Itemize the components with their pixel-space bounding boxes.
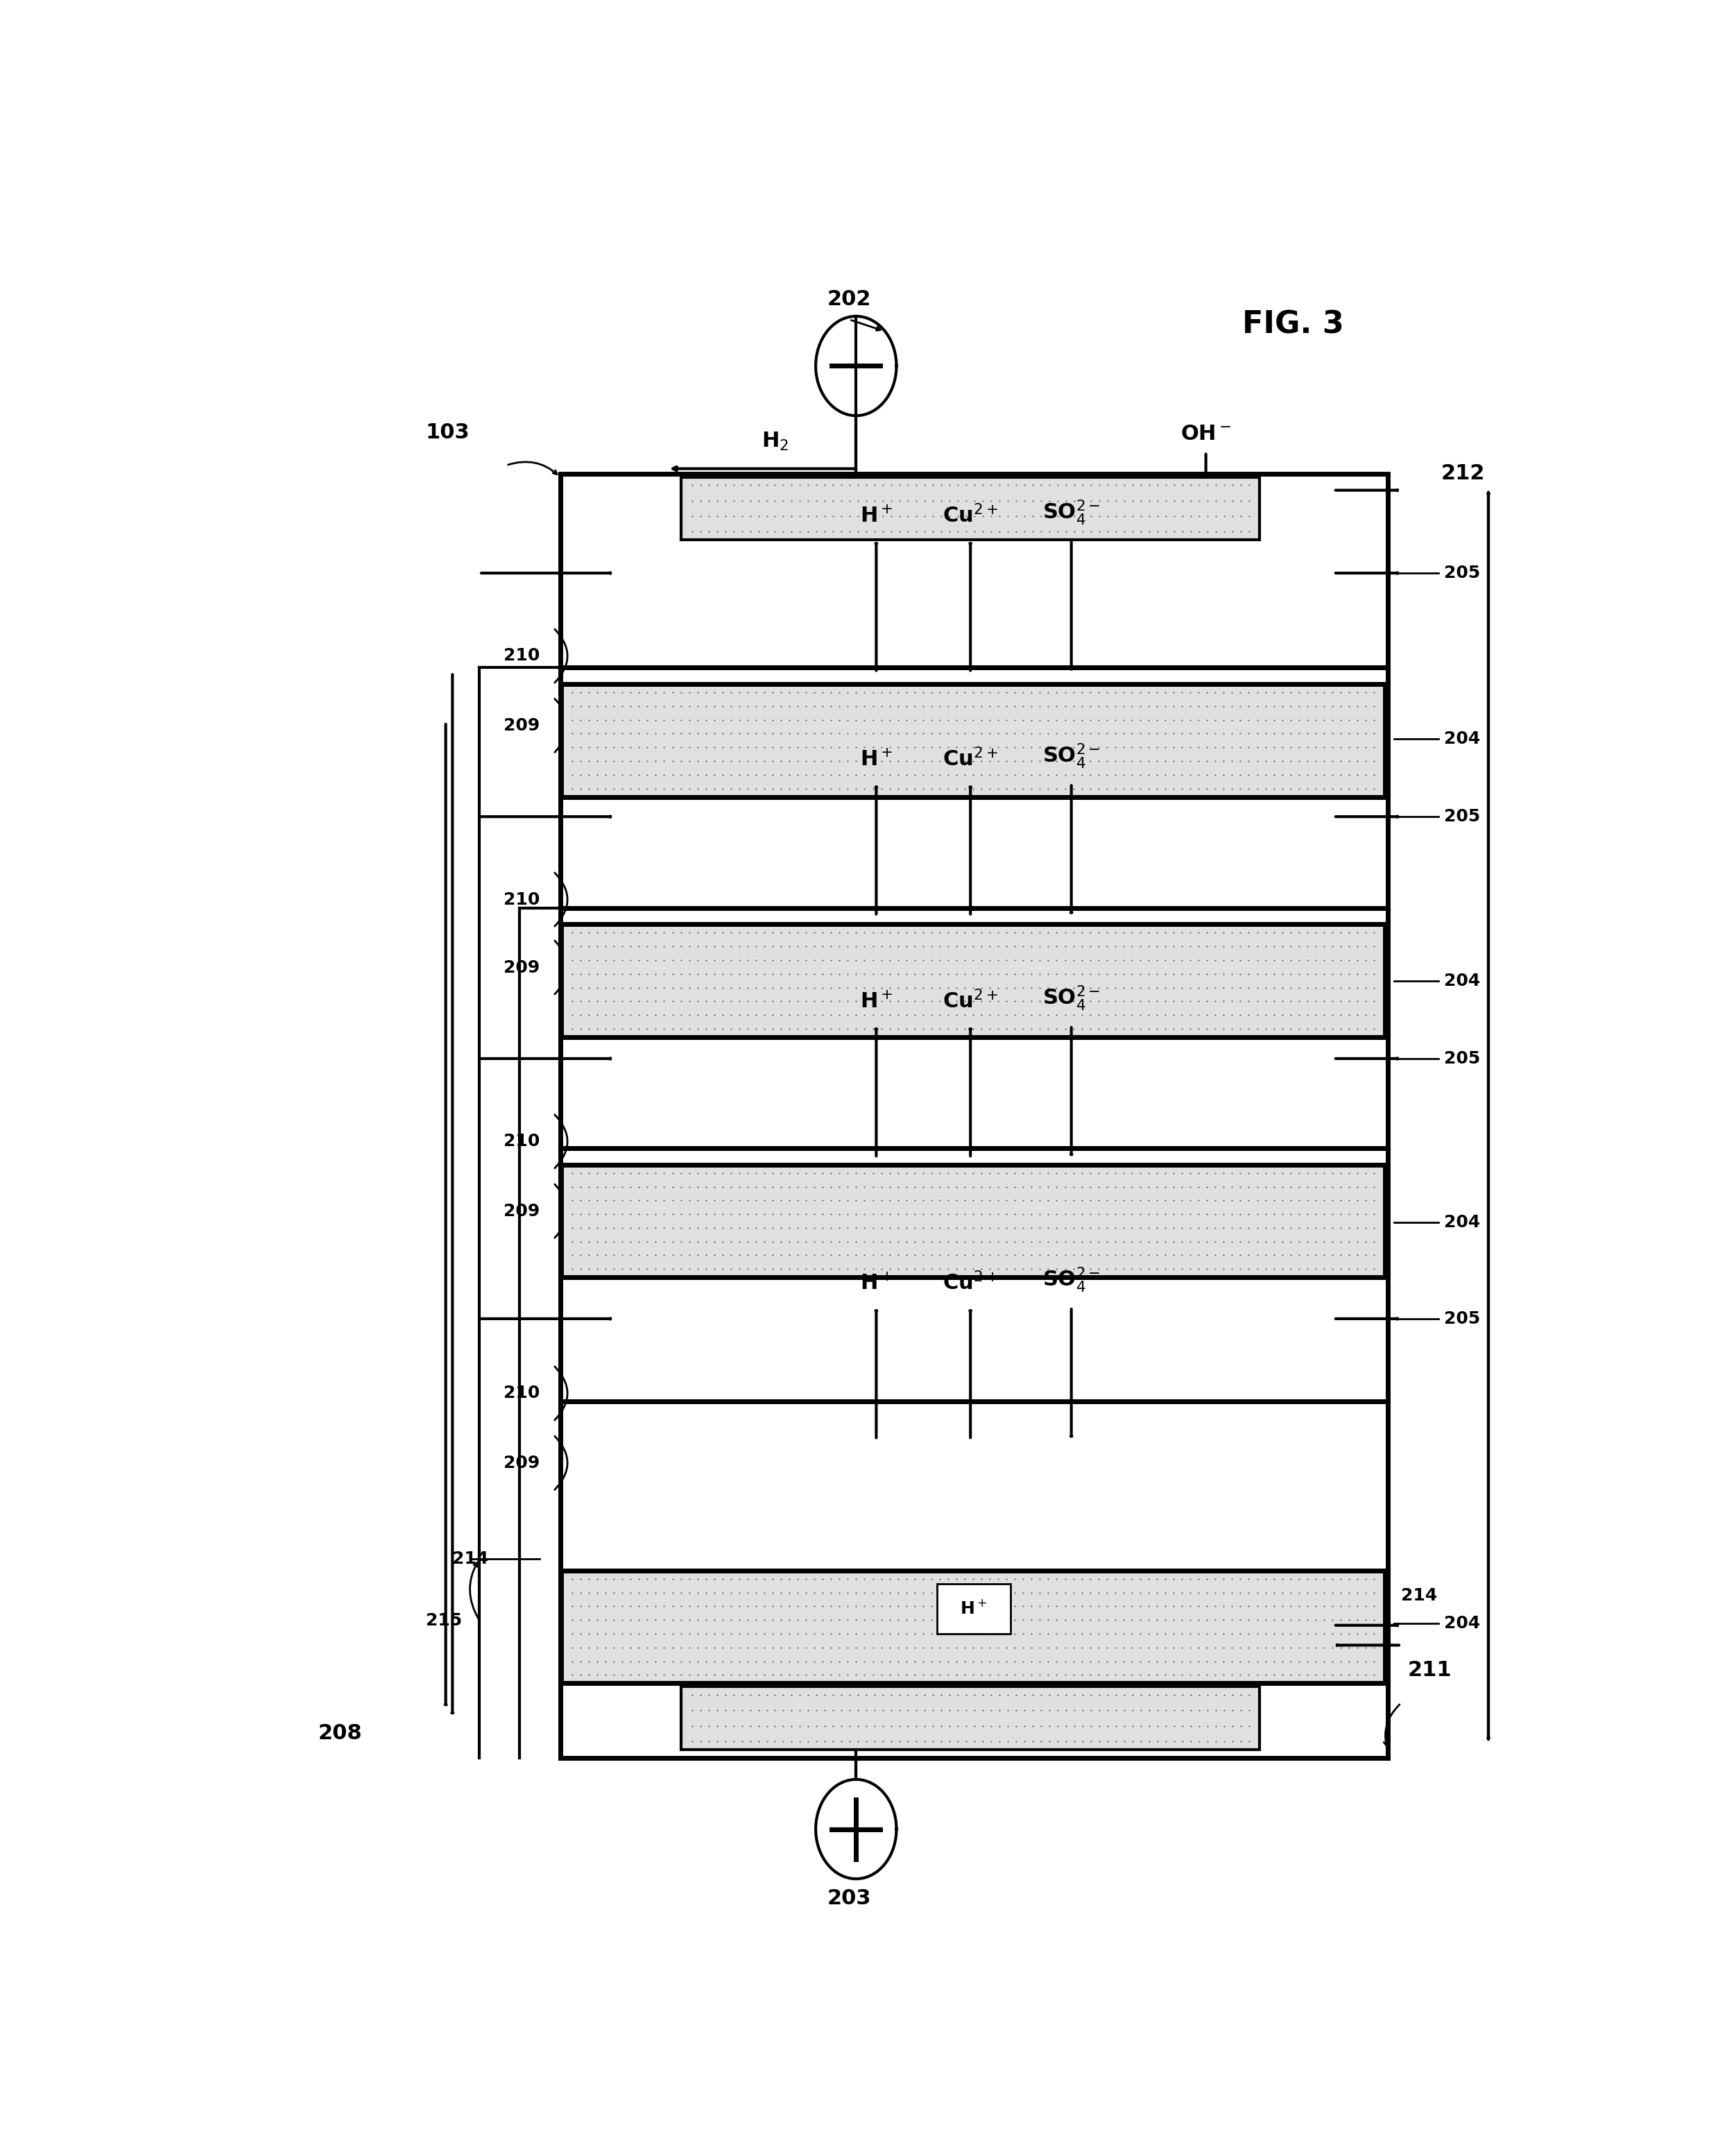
Text: 205: 205 — [1444, 1311, 1481, 1328]
Text: SO$_4^{2-}$: SO$_4^{2-}$ — [1042, 499, 1101, 527]
Bar — [561, 1164, 1385, 1278]
Text: 210: 210 — [503, 891, 540, 908]
Bar — [561, 1571, 1385, 1683]
Text: 204: 204 — [1444, 1214, 1481, 1231]
Text: H$^+$: H$^+$ — [859, 506, 892, 527]
Bar — [681, 478, 1260, 540]
Text: H$^+$: H$^+$ — [859, 992, 892, 1011]
Text: Cu$^{2+}$: Cu$^{2+}$ — [943, 747, 998, 770]
Text: 205: 205 — [1444, 1050, 1481, 1067]
Text: Cu$^{2+}$: Cu$^{2+}$ — [943, 504, 998, 527]
Text: 204: 204 — [1444, 1616, 1481, 1631]
Text: 210: 210 — [503, 1134, 540, 1149]
Bar — [681, 1687, 1260, 1750]
Text: Cu$^{2+}$: Cu$^{2+}$ — [943, 1272, 998, 1293]
Bar — [937, 1584, 1010, 1633]
Bar — [561, 925, 1385, 1037]
Text: SO$_4^{2-}$: SO$_4^{2-}$ — [1042, 1265, 1101, 1293]
Text: 214: 214 — [453, 1552, 488, 1567]
Text: 214: 214 — [1401, 1588, 1437, 1603]
Text: SO$_4^{2-}$: SO$_4^{2-}$ — [1042, 983, 1101, 1011]
Text: 209: 209 — [503, 960, 540, 975]
Text: 215: 215 — [425, 1612, 462, 1629]
Text: FIG. 3: FIG. 3 — [1243, 310, 1344, 340]
Text: 103: 103 — [425, 422, 470, 443]
Text: H$_2$: H$_2$ — [762, 430, 788, 452]
Text: H$^+$: H$^+$ — [960, 1601, 988, 1618]
Text: SO$_4^{2-}$: SO$_4^{2-}$ — [1042, 742, 1101, 770]
Text: 210: 210 — [503, 1386, 540, 1401]
Text: 211: 211 — [1408, 1659, 1451, 1681]
Text: O$_2$: O$_2$ — [720, 1590, 748, 1612]
Text: 209: 209 — [503, 1455, 540, 1472]
Text: 205: 205 — [1444, 564, 1481, 581]
Text: 204: 204 — [1444, 973, 1481, 990]
Text: 209: 209 — [503, 1203, 540, 1220]
Text: 212: 212 — [1441, 463, 1486, 484]
Text: H$^+$: H$^+$ — [859, 1274, 892, 1293]
Bar — [561, 684, 1385, 796]
Text: Cu$^{2+}$: Cu$^{2+}$ — [943, 990, 998, 1011]
Text: 210: 210 — [503, 648, 540, 665]
Text: H$^+$: H$^+$ — [859, 751, 892, 770]
Bar — [561, 473, 1387, 1758]
Text: 203: 203 — [828, 1889, 871, 1909]
Text: 209: 209 — [503, 717, 540, 734]
Text: 204: 204 — [1444, 730, 1481, 747]
Text: 205: 205 — [1444, 809, 1481, 824]
Text: OH$^-$: OH$^-$ — [1180, 424, 1231, 443]
Text: 208: 208 — [318, 1724, 363, 1743]
Text: 202: 202 — [828, 291, 871, 310]
